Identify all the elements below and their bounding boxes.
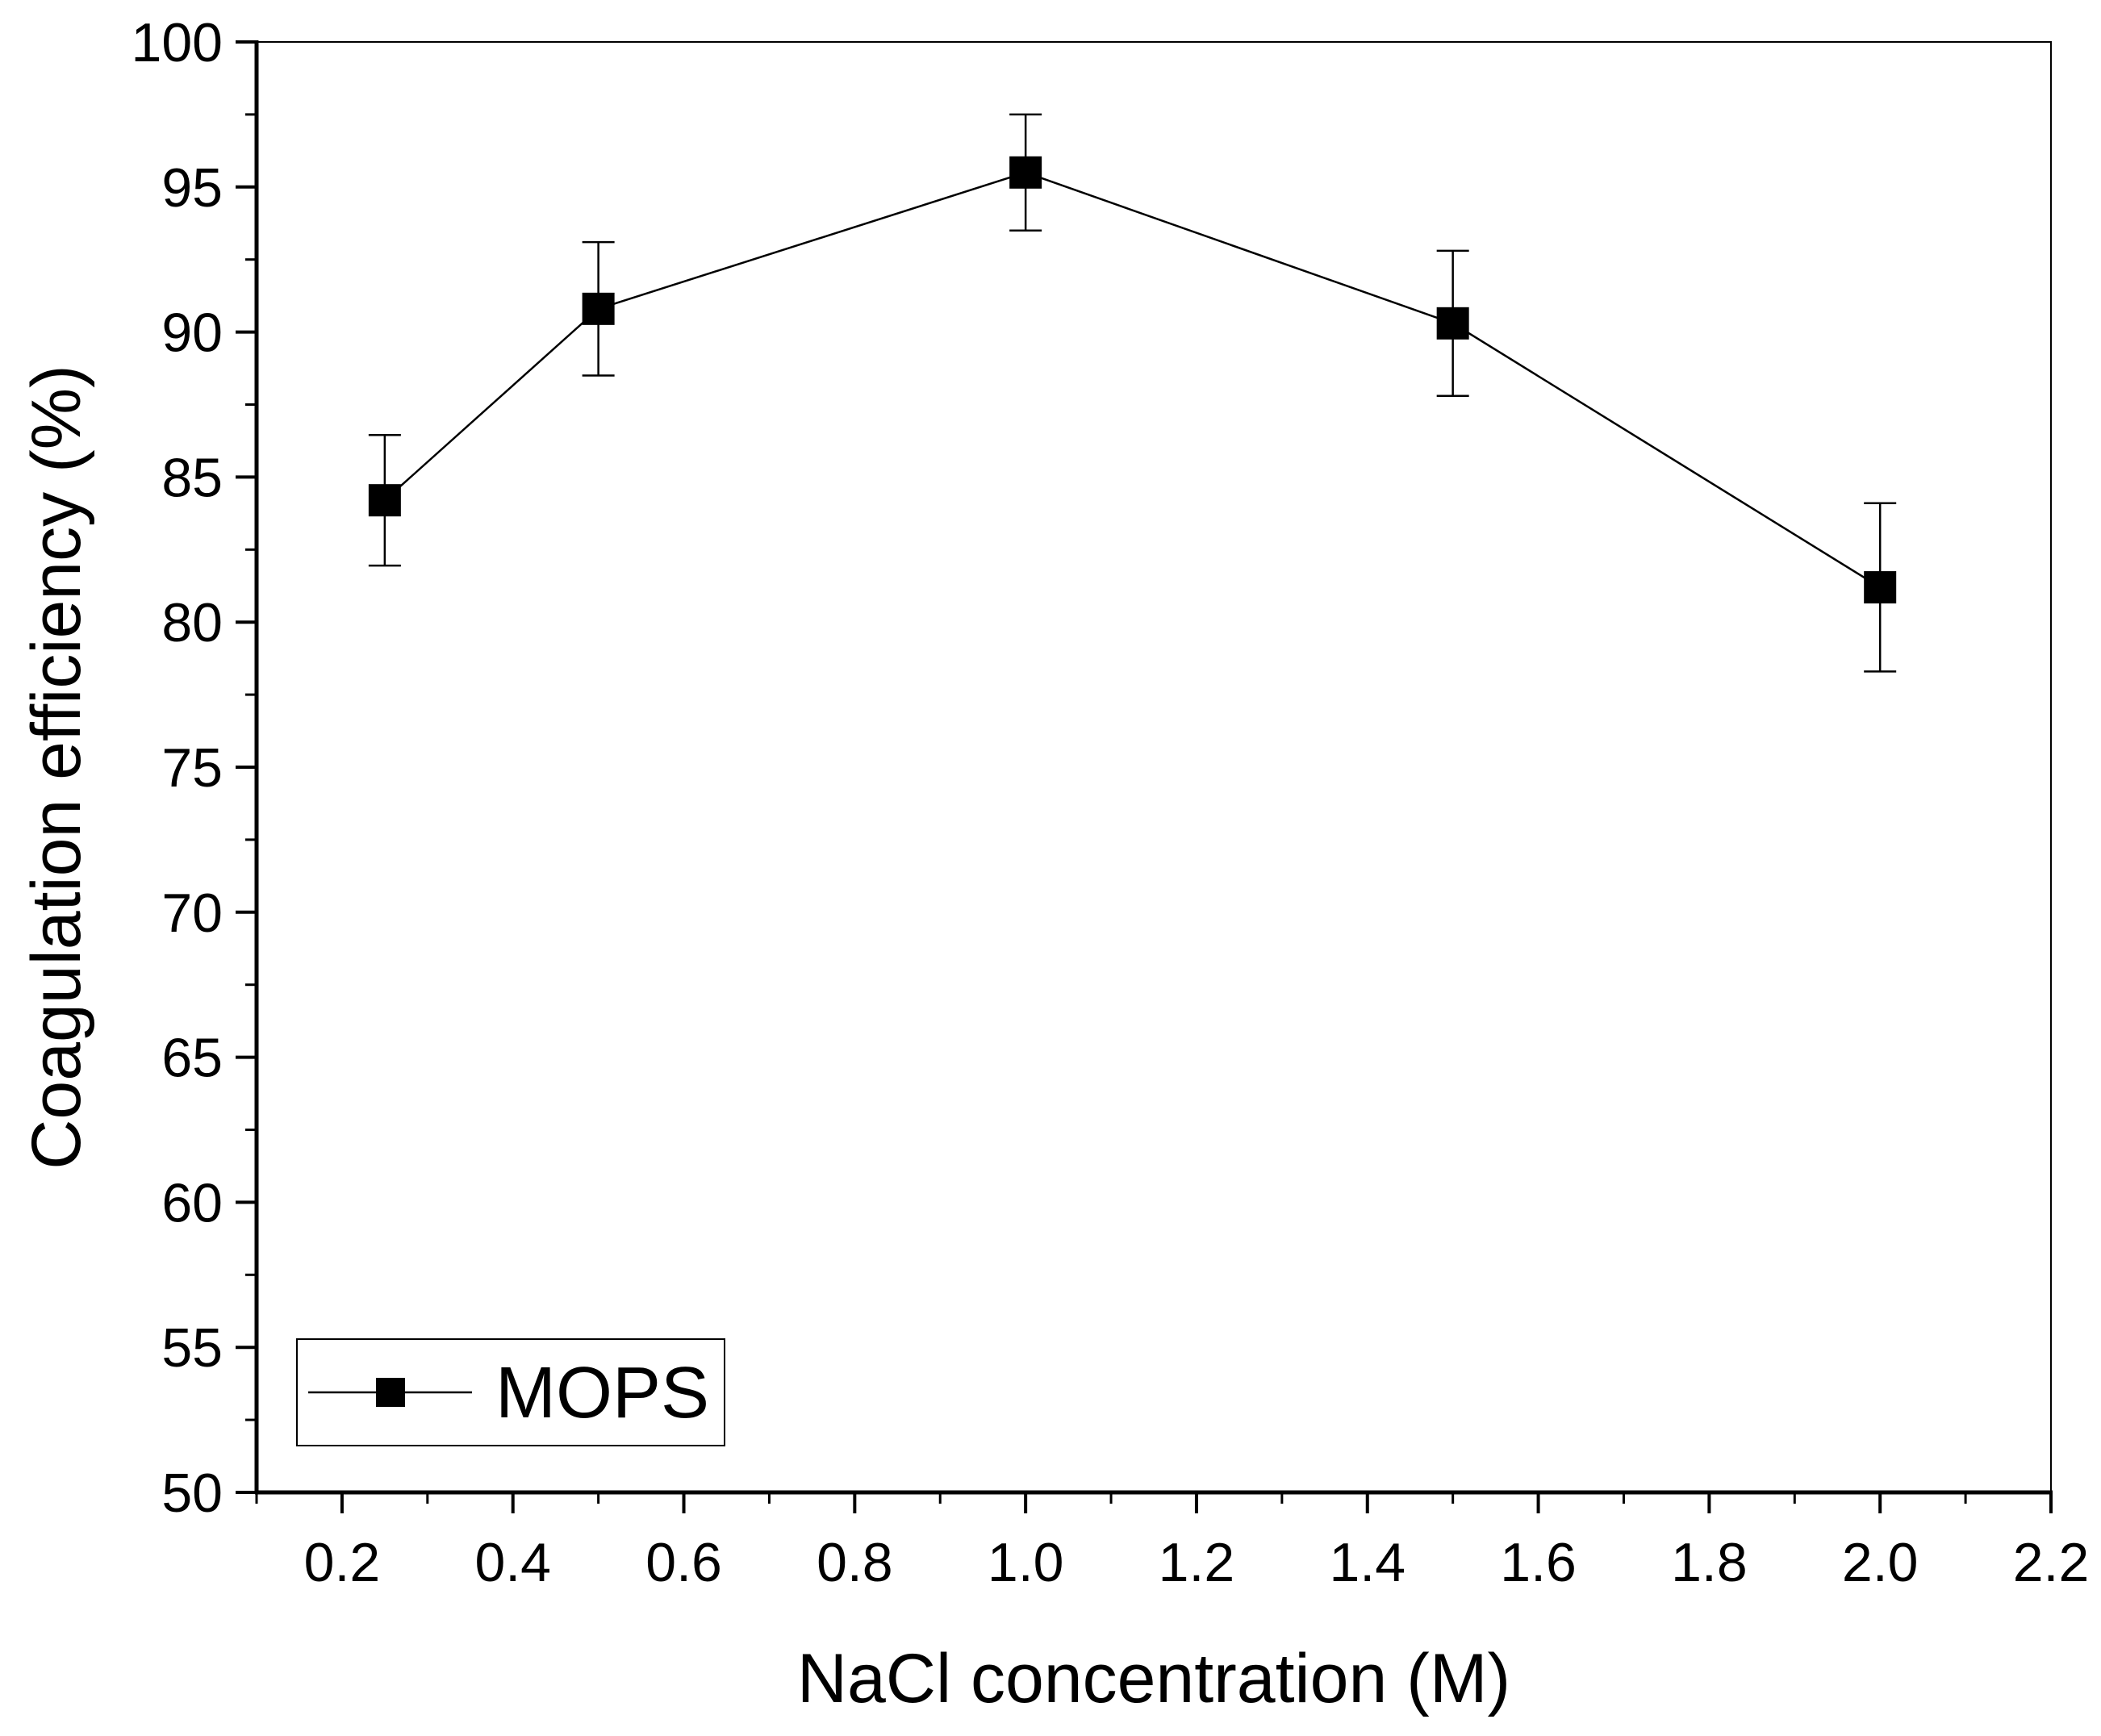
x-tick-label: 2.2: [2013, 1532, 2090, 1593]
y-tick-label: 100: [132, 12, 223, 73]
y-tick-label: 55: [161, 1317, 223, 1379]
x-tick-label: 2.0: [1842, 1532, 1919, 1593]
y-tick-label: 50: [161, 1463, 223, 1524]
data-point-square-marker: [582, 292, 615, 325]
y-tick-label: 90: [161, 303, 223, 364]
legend-square-marker: [376, 1378, 405, 1407]
legend: MOPS: [296, 1338, 725, 1446]
x-tick-label: 1.2: [1159, 1532, 1235, 1593]
x-tick-label: 1.4: [1329, 1532, 1406, 1593]
data-point-square-marker: [368, 484, 401, 517]
x-tick-label: 0.4: [474, 1532, 551, 1593]
x-tick-label: 1.8: [1671, 1532, 1748, 1593]
x-tick-label: 0.2: [304, 1532, 381, 1593]
y-tick-labels: 50 55 60 65 70 75 80 85 90 95 100: [132, 12, 223, 1524]
y-tick-label: 60: [161, 1172, 223, 1233]
legend-label: MOPS: [495, 1353, 709, 1433]
x-axis-title: NaCl concentration (M): [797, 1640, 1510, 1717]
y-tick-label: 95: [161, 157, 223, 219]
x-tick-labels: 0.2 0.4 0.6 0.8 1.0 1.2 1.4 1.6 1.8 2.0 2.2: [304, 1532, 2090, 1593]
x-tick-label: 1.6: [1500, 1532, 1577, 1593]
data-point-square-marker: [1009, 156, 1042, 189]
y-tick-label: 80: [161, 592, 223, 653]
y-tick-label: 75: [161, 737, 223, 799]
x-tick-label: 1.0: [988, 1532, 1064, 1593]
data-point-square-marker: [1864, 571, 1897, 604]
series-layer: [368, 113, 1897, 673]
data-point-square-marker: [1436, 307, 1469, 340]
y-axis-title: Coagulation efficiency (%): [18, 365, 95, 1169]
y-tick-label: 65: [161, 1028, 223, 1089]
major-ticks: [236, 40, 2053, 1513]
y-tick-label: 85: [161, 447, 223, 508]
x-tick-label: 0.6: [645, 1532, 722, 1593]
y-tick-label: 70: [161, 883, 223, 944]
x-tick-label: 0.8: [817, 1532, 893, 1593]
